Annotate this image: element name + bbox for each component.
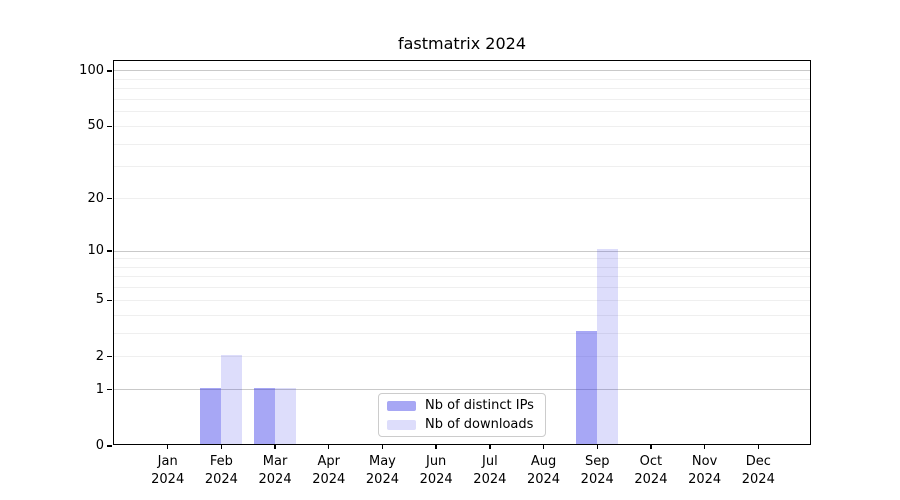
x-tick — [650, 444, 652, 449]
y-tick-label: 2 — [95, 348, 104, 364]
gridline-minor — [114, 166, 810, 168]
gridline-minor — [114, 314, 810, 316]
y-tick — [107, 70, 112, 72]
x-tick-label: Feb 2024 — [204, 454, 238, 487]
x-tick-label: Dec 2024 — [741, 454, 775, 487]
y-tick-label: 0 — [95, 438, 104, 453]
x-tick — [703, 444, 706, 449]
y-tick — [107, 250, 112, 252]
x-tick-label: Jan 2024 — [151, 454, 185, 487]
legend-swatch-distinct-ips — [387, 400, 416, 411]
plot-area: Nb of distinct IPs Nb of downloads 0 1 2 5 1… — [79, 60, 811, 487]
legend-item-downloads: Nb of downloads — [387, 417, 537, 433]
y-tick — [107, 388, 112, 391]
gridline-major — [114, 70, 810, 72]
x-tick-label: May 2024 — [365, 454, 399, 487]
gridline-minor — [114, 287, 810, 289]
legend-swatch-downloads — [387, 419, 416, 430]
y-tick-label: 10 — [87, 243, 104, 259]
bar-distinct-ips — [576, 331, 598, 444]
gridline-minor — [114, 299, 810, 301]
x-tick — [489, 444, 491, 449]
gridline-minor — [114, 98, 810, 100]
y-tick — [107, 355, 112, 358]
x-tick — [328, 444, 330, 449]
legend-label-downloads: Nb of downloads — [425, 416, 534, 432]
bar-distinct-ips — [200, 387, 222, 444]
x-tick — [542, 444, 545, 449]
x-tick — [435, 444, 437, 449]
x-tick-label: Oct 2024 — [634, 454, 668, 487]
x-tick — [596, 444, 598, 449]
y-tick — [107, 299, 112, 302]
y-tick-label: 1 — [95, 381, 104, 397]
gridline-minor — [114, 198, 810, 199]
x-tick-label: Jul 2024 — [473, 454, 507, 487]
legend-label-distinct-ips: Nb of distinct IPs — [425, 397, 534, 413]
chart-title: fastmatrix 2024 — [397, 34, 526, 53]
y-tick-label: 20 — [87, 190, 104, 206]
y-tick — [107, 197, 112, 200]
x-tick-label: Apr 2024 — [312, 454, 346, 487]
gridline-minor — [114, 125, 810, 127]
y-tick-label: 100 — [79, 62, 104, 78]
y-tick-label: 50 — [87, 118, 104, 134]
gridline-minor — [114, 143, 810, 145]
gridline-minor — [114, 88, 810, 90]
bar-downloads — [221, 354, 243, 444]
x-tick — [166, 444, 169, 449]
x-tick-label: Aug 2024 — [526, 454, 561, 487]
x-tick-label: Jun 2024 — [419, 454, 453, 487]
bar-downloads — [275, 387, 297, 444]
gridline-minor — [114, 111, 810, 113]
x-tick-label: Nov 2024 — [688, 454, 722, 487]
x-tick-label: Sep 2024 — [580, 454, 614, 487]
gridline-minor — [114, 258, 810, 260]
y-tick-label: 5 — [95, 292, 104, 308]
x-tick-label: Mar 2024 — [258, 454, 292, 487]
x-tick — [757, 444, 759, 449]
gridline-minor — [114, 332, 810, 334]
gridline-major — [114, 250, 810, 252]
gridline-minor — [114, 266, 810, 268]
y-tick — [107, 445, 112, 447]
gridline-major — [114, 389, 810, 391]
x-tick — [274, 444, 276, 449]
x-tick — [381, 444, 384, 449]
legend-item-distinct-ips: Nb of distinct IPs — [387, 398, 537, 414]
bar-downloads — [597, 249, 619, 444]
gridline-minor — [114, 356, 810, 358]
legend: Nb of distinct IPs Nb of downloads — [378, 393, 546, 437]
gridline-minor — [114, 78, 810, 80]
y-tick — [107, 125, 112, 128]
bar-distinct-ips — [254, 387, 276, 444]
gridline-minor — [114, 276, 810, 278]
x-tick — [220, 444, 223, 449]
